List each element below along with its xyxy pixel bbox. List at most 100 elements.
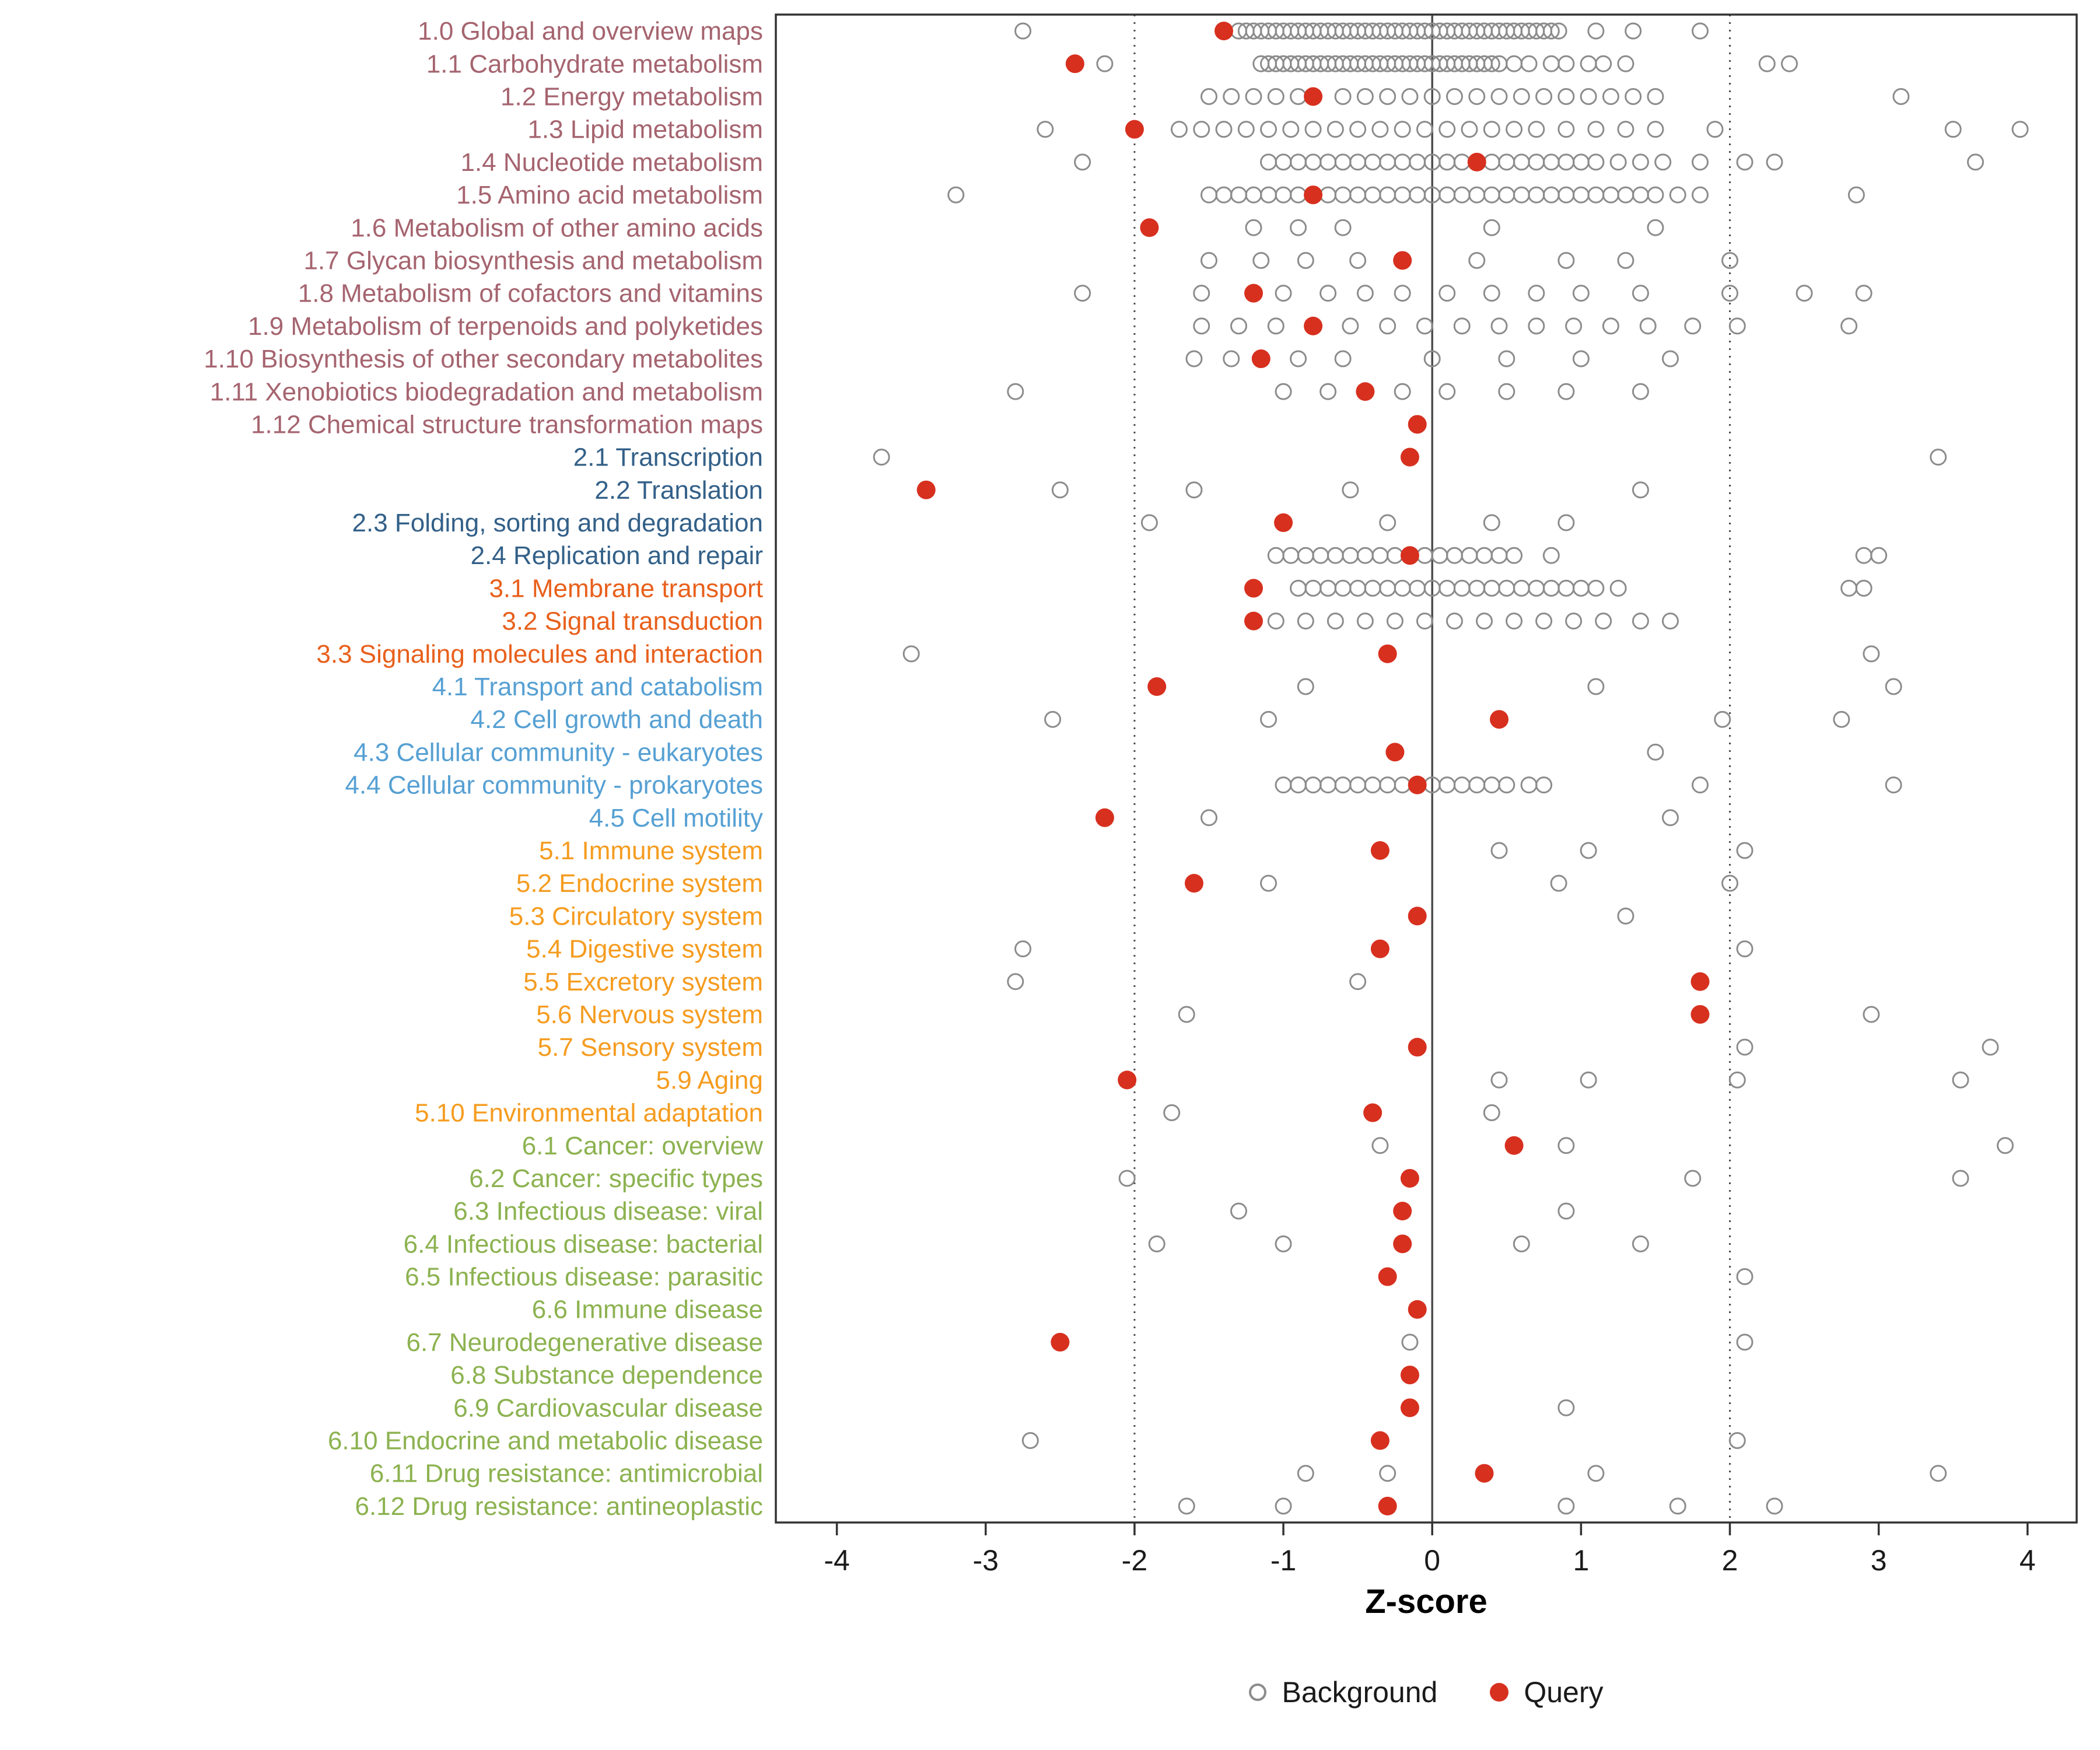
query-point	[1393, 251, 1412, 270]
background-point	[1966, 153, 1984, 171]
background-point	[1483, 55, 1500, 72]
background-point	[1074, 285, 1091, 302]
background-point	[1200, 88, 1217, 105]
background-point	[1193, 121, 1210, 138]
x-tick-label: -4	[824, 1544, 849, 1575]
row-label: 6.6 Immune disease	[532, 1296, 763, 1324]
background-point	[1535, 612, 1553, 630]
background-point	[1409, 579, 1426, 597]
row-label: 1.6 Metabolism of other amino acids	[351, 214, 763, 242]
background-point	[1304, 776, 1322, 794]
background-point	[1625, 22, 1642, 40]
background-point	[1520, 776, 1538, 794]
background-point	[1349, 776, 1367, 794]
background-point	[1758, 55, 1776, 72]
background-point	[1416, 612, 1433, 630]
background-point	[1595, 612, 1612, 630]
row-label: 5.6 Nervous system	[536, 1000, 763, 1029]
background-point	[1863, 645, 1880, 663]
query-point	[1118, 1070, 1137, 1090]
background-point	[1438, 153, 1456, 171]
background-point	[1312, 547, 1329, 564]
background-point	[1342, 547, 1359, 564]
background-point	[1386, 612, 1404, 630]
background-point	[1163, 1104, 1181, 1122]
background-point	[1833, 710, 1850, 728]
background-point	[1230, 1202, 1248, 1220]
background-point	[1476, 547, 1493, 564]
background-point	[1438, 186, 1456, 204]
row-label: 4.2 Cell growth and death	[471, 705, 763, 734]
background-point	[1632, 186, 1649, 204]
row-label: 2.2 Translation	[594, 476, 763, 505]
background-point	[1468, 579, 1486, 597]
background-point	[1528, 285, 1545, 302]
background-point	[1587, 1465, 1605, 1482]
background-point	[1260, 121, 1278, 138]
background-point	[1513, 88, 1530, 105]
background-point	[1528, 121, 1545, 138]
background-point	[1490, 1071, 1508, 1088]
background-point	[1237, 121, 1255, 138]
row-label: 6.5 Infectious disease: parasitic	[405, 1263, 763, 1292]
background-point	[1334, 350, 1352, 368]
background-point	[1320, 383, 1337, 400]
background-point	[1297, 612, 1314, 630]
query-point	[1370, 1431, 1390, 1450]
background-point	[1542, 22, 1560, 40]
query-point	[1690, 1005, 1710, 1024]
row-label: 5.4 Digestive system	[526, 935, 763, 964]
background-point	[1714, 710, 1731, 728]
background-point	[1453, 579, 1471, 597]
row-label: 4.3 Cellular community - eukaryotes	[354, 738, 763, 766]
background-point	[1587, 22, 1605, 40]
query-point	[1400, 1398, 1419, 1418]
background-point	[2011, 121, 2029, 138]
background-point	[1796, 285, 1813, 302]
background-point	[1394, 579, 1411, 597]
row-label: 6.9 Cardiovascular disease	[453, 1394, 763, 1422]
row-label: 5.7 Sensory system	[538, 1033, 763, 1062]
legend-label-query: Query	[1524, 1676, 1604, 1709]
background-point	[1997, 1137, 2014, 1154]
background-point	[1304, 121, 1322, 138]
panel-border	[775, 13, 2078, 1524]
background-point	[1245, 186, 1262, 204]
x-tick-label: 4	[2020, 1544, 2036, 1575]
background-point	[1535, 88, 1553, 105]
x-axis-title: Z-score	[1365, 1583, 1488, 1620]
background-point	[1438, 776, 1456, 794]
background-point	[1944, 121, 1962, 138]
row-label: 6.11 Drug resistance: antimicrobial	[370, 1460, 763, 1488]
background-point	[1394, 186, 1411, 204]
background-point	[1870, 547, 1888, 564]
query-point	[1378, 644, 1397, 663]
background-point	[1558, 1202, 1575, 1220]
background-point	[1260, 874, 1278, 892]
background-point	[1185, 350, 1203, 368]
background-point	[1595, 55, 1612, 72]
row-label: 5.10 Environmental adaptation	[415, 1099, 763, 1128]
background-point	[1260, 710, 1278, 728]
background-point	[1781, 55, 1798, 72]
background-point	[1349, 251, 1367, 269]
background-point	[1982, 1038, 1999, 1056]
query-point	[1065, 54, 1084, 74]
background-point	[1930, 449, 1947, 466]
background-point	[1609, 579, 1627, 597]
background-point	[1215, 121, 1233, 138]
background-point	[1230, 186, 1248, 204]
background-point	[1558, 1399, 1575, 1416]
background-point	[1506, 612, 1523, 630]
background-point	[1513, 186, 1530, 204]
background-point	[1617, 907, 1634, 925]
background-point	[1661, 350, 1679, 368]
background-point	[1632, 481, 1649, 499]
background-point	[1438, 579, 1456, 597]
background-point	[1394, 383, 1411, 400]
background-point	[1647, 88, 1664, 105]
background-point	[1490, 547, 1508, 564]
x-tick-label: -3	[973, 1544, 999, 1575]
background-point	[1275, 285, 1292, 302]
